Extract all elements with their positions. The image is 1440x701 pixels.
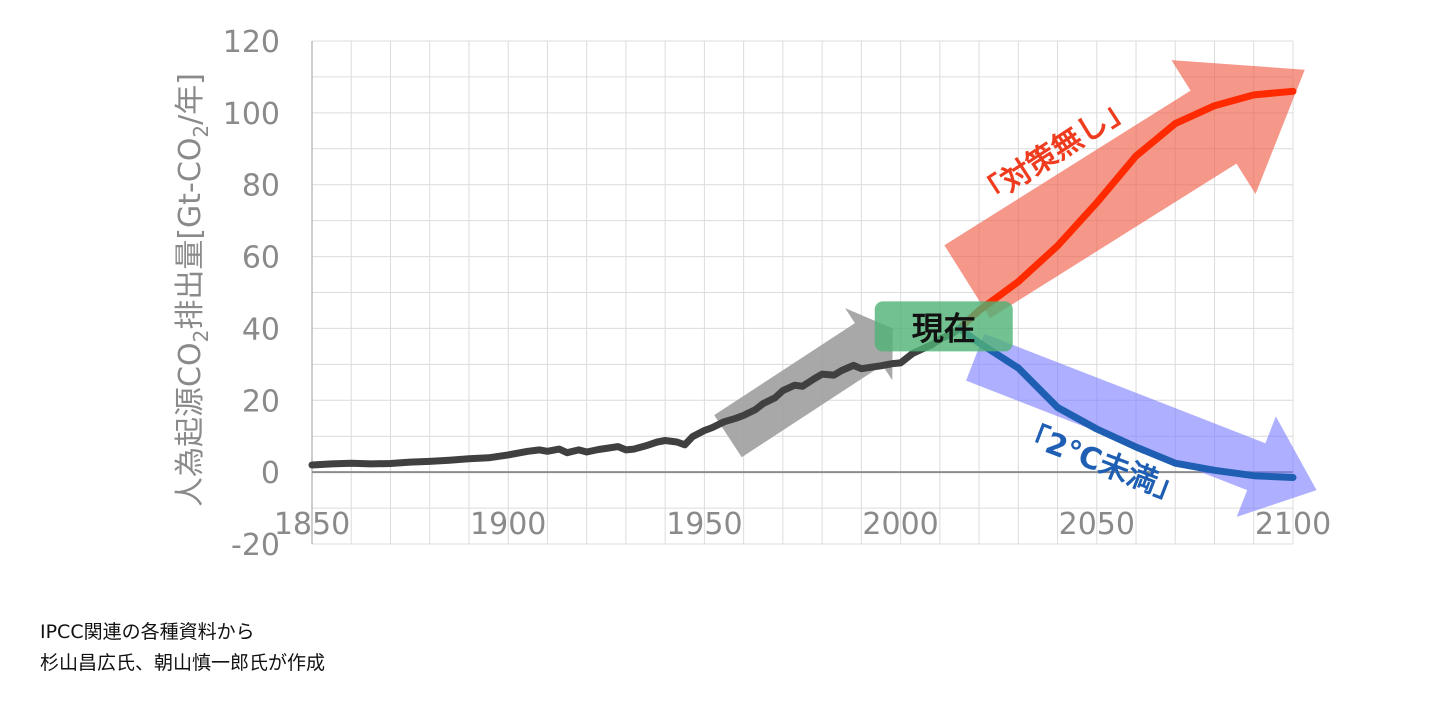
y-tick-label: 100 bbox=[223, 97, 280, 132]
source-note-line-2: 杉山昌広氏、朝山慎一郎氏が作成 bbox=[40, 652, 326, 674]
y-tick-label: -20 bbox=[231, 528, 280, 563]
x-tick-label: 2050 bbox=[1059, 507, 1135, 542]
y-tick-label: 80 bbox=[242, 169, 280, 204]
current-label: 現在 bbox=[912, 309, 976, 347]
x-tick-label: 1850 bbox=[274, 507, 350, 542]
x-tick-label: 1900 bbox=[470, 507, 546, 542]
x-tick-labels: 1850 1900 1950 2000 2050 2100 bbox=[274, 507, 1331, 542]
current-marker: 現在 bbox=[874, 301, 1013, 352]
current-badge bbox=[874, 301, 1013, 352]
source-note-line-1: IPCC関連の各種資料から bbox=[40, 621, 255, 643]
x-tick-label: 2000 bbox=[862, 507, 938, 542]
series-line-1 bbox=[308, 324, 963, 469]
y-tick-label: 20 bbox=[242, 384, 280, 419]
x-tick-label: 1950 bbox=[666, 507, 742, 542]
y-axis-label: 人為起源CO2排出量[Gt-CO2/年] bbox=[173, 73, 213, 507]
y-tick-label: 120 bbox=[223, 25, 280, 60]
y-tick-label: 60 bbox=[242, 241, 280, 276]
trend-arrow-2 bbox=[944, 60, 1305, 319]
series-line-2 bbox=[956, 87, 1297, 332]
data-series bbox=[308, 87, 1297, 481]
series-line-3 bbox=[956, 324, 1297, 481]
y-tick-label: 40 bbox=[242, 312, 280, 347]
x-tick-label: 2100 bbox=[1255, 507, 1331, 542]
y-tick-label: 0 bbox=[261, 456, 280, 491]
y-tick-labels: 120 100 80 60 40 20 0 -20 bbox=[223, 25, 280, 563]
